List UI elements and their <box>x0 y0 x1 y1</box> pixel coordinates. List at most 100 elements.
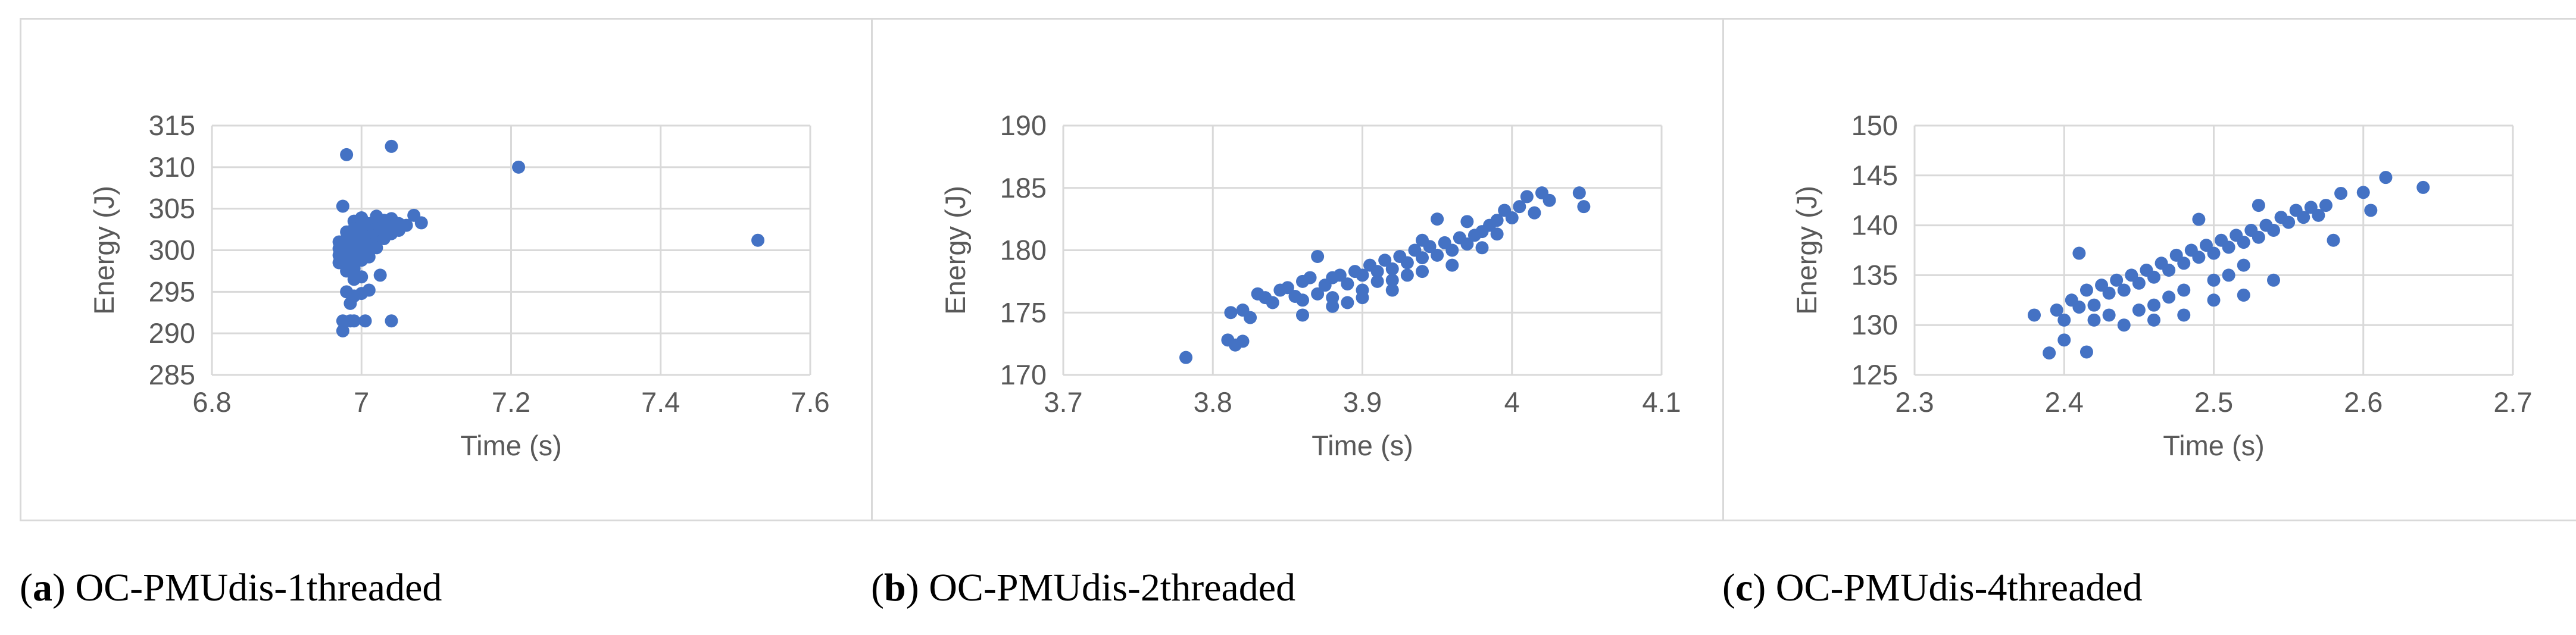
data-point <box>373 268 387 282</box>
data-point <box>1311 249 1325 263</box>
data-point <box>2177 256 2191 270</box>
data-point <box>2192 212 2206 226</box>
y-tick-label: 185 <box>1000 172 1047 204</box>
data-point <box>2252 230 2265 244</box>
data-point <box>2110 273 2124 287</box>
x-tick-label: 3.8 <box>1194 386 1232 418</box>
data-point <box>1460 237 1474 251</box>
caption-a: (a) OC-PMUdis-1threaded <box>20 566 442 609</box>
y-tick-label: 300 <box>149 234 195 266</box>
data-point <box>370 241 383 255</box>
data-point <box>2379 171 2393 184</box>
data-point <box>2162 264 2176 277</box>
y-tick-label: 295 <box>149 276 195 307</box>
data-point <box>2147 270 2160 284</box>
data-point <box>2117 283 2131 297</box>
data-point <box>1577 200 1591 214</box>
data-point <box>512 160 526 174</box>
data-point <box>2177 283 2191 297</box>
data-point <box>1416 233 1429 247</box>
caption-letter: a <box>32 566 52 609</box>
data-point <box>2102 286 2116 300</box>
data-point <box>1572 186 1586 200</box>
data-point <box>1400 256 1414 270</box>
data-point <box>1385 273 1399 287</box>
data-point <box>751 233 765 247</box>
data-point <box>2207 246 2221 260</box>
x-tick-label: 2.5 <box>2194 386 2233 418</box>
y-tick-label: 310 <box>149 151 195 183</box>
data-point <box>2117 318 2131 332</box>
data-point <box>362 250 376 264</box>
data-point <box>2356 186 2370 199</box>
data-point <box>362 283 376 297</box>
data-point <box>1505 211 1519 225</box>
data-point <box>2079 345 2093 359</box>
data-point <box>2207 273 2221 287</box>
data-point <box>2072 246 2086 260</box>
data-point <box>2267 273 2280 287</box>
data-point <box>2312 208 2325 222</box>
data-point <box>414 216 428 230</box>
data-point <box>1296 293 1309 307</box>
data-point <box>1236 334 1250 348</box>
y-tick-label: 150 <box>1851 110 1898 141</box>
data-point <box>1475 241 1489 255</box>
x-axis-label: Time (s) <box>2163 430 2265 461</box>
caption-text: OC-PMUdis-1threaded <box>75 566 442 609</box>
y-tick-label: 305 <box>149 193 195 224</box>
data-point <box>1356 268 1369 282</box>
y-axis-label: Energy (J) <box>88 186 120 315</box>
data-point <box>1431 212 1444 226</box>
data-point <box>2222 268 2235 282</box>
data-point <box>1311 287 1325 301</box>
data-point <box>2132 276 2146 290</box>
data-point <box>2237 236 2250 249</box>
scatter-chart-c: 2.3 2.4 2.5 2.6 2.7 125 130 135 140 145 150 Time (s… <box>1791 110 2533 461</box>
data-point <box>1179 351 1193 364</box>
data-point <box>2147 298 2160 312</box>
data-point <box>2102 308 2116 322</box>
data-point <box>1296 308 1309 322</box>
x-tick-label: 6.8 <box>192 386 231 418</box>
data-point <box>2087 313 2101 327</box>
data-point <box>1400 268 1414 282</box>
data-point <box>355 270 369 284</box>
x-tick-label: 7 <box>354 386 369 418</box>
data-point <box>2132 304 2146 317</box>
data-point <box>1490 214 1504 227</box>
data-point <box>2282 215 2296 229</box>
y-tick-label: 130 <box>1851 309 1898 340</box>
caption-letter: b <box>883 566 906 609</box>
data-point <box>385 139 398 153</box>
data-point <box>399 218 413 232</box>
data-point <box>1445 243 1459 257</box>
data-point <box>385 314 398 328</box>
data-point <box>2057 313 2071 327</box>
chart-panel-b: 3.7 3.8 3.9 4 4.1 170 175 180 185 190 Time (s) Ener… <box>871 18 1728 521</box>
scatter-chart-b: 3.7 3.8 3.9 4 4.1 170 175 180 185 190 Time (s) Ener… <box>939 110 1681 461</box>
y-tick-label: 145 <box>1851 159 1898 191</box>
data-point <box>1528 206 1541 220</box>
data-point <box>1266 296 1279 309</box>
y-tick-label: 290 <box>149 317 195 349</box>
data-point <box>2028 308 2041 322</box>
data-point <box>347 314 361 328</box>
x-tick-label: 4.1 <box>1642 386 1681 418</box>
data-point <box>358 314 372 328</box>
data-point <box>1370 274 1384 288</box>
x-tick-label: 3.7 <box>1044 386 1082 418</box>
x-tick-label: 4 <box>1504 386 1520 418</box>
data-point <box>2050 304 2063 317</box>
data-point <box>2334 186 2348 200</box>
data-point <box>2072 301 2086 314</box>
y-tick-label: 315 <box>149 110 195 141</box>
data-point <box>1341 296 1354 309</box>
data-point <box>1543 193 1556 207</box>
data-point <box>2416 180 2430 194</box>
caption-text: OC-PMUdis-4threaded <box>1775 566 2143 609</box>
x-tick-label: 2.7 <box>2493 386 2532 418</box>
x-tick-label: 2.3 <box>1895 386 1934 418</box>
data-point <box>1490 227 1504 241</box>
data-point <box>1460 215 1474 229</box>
